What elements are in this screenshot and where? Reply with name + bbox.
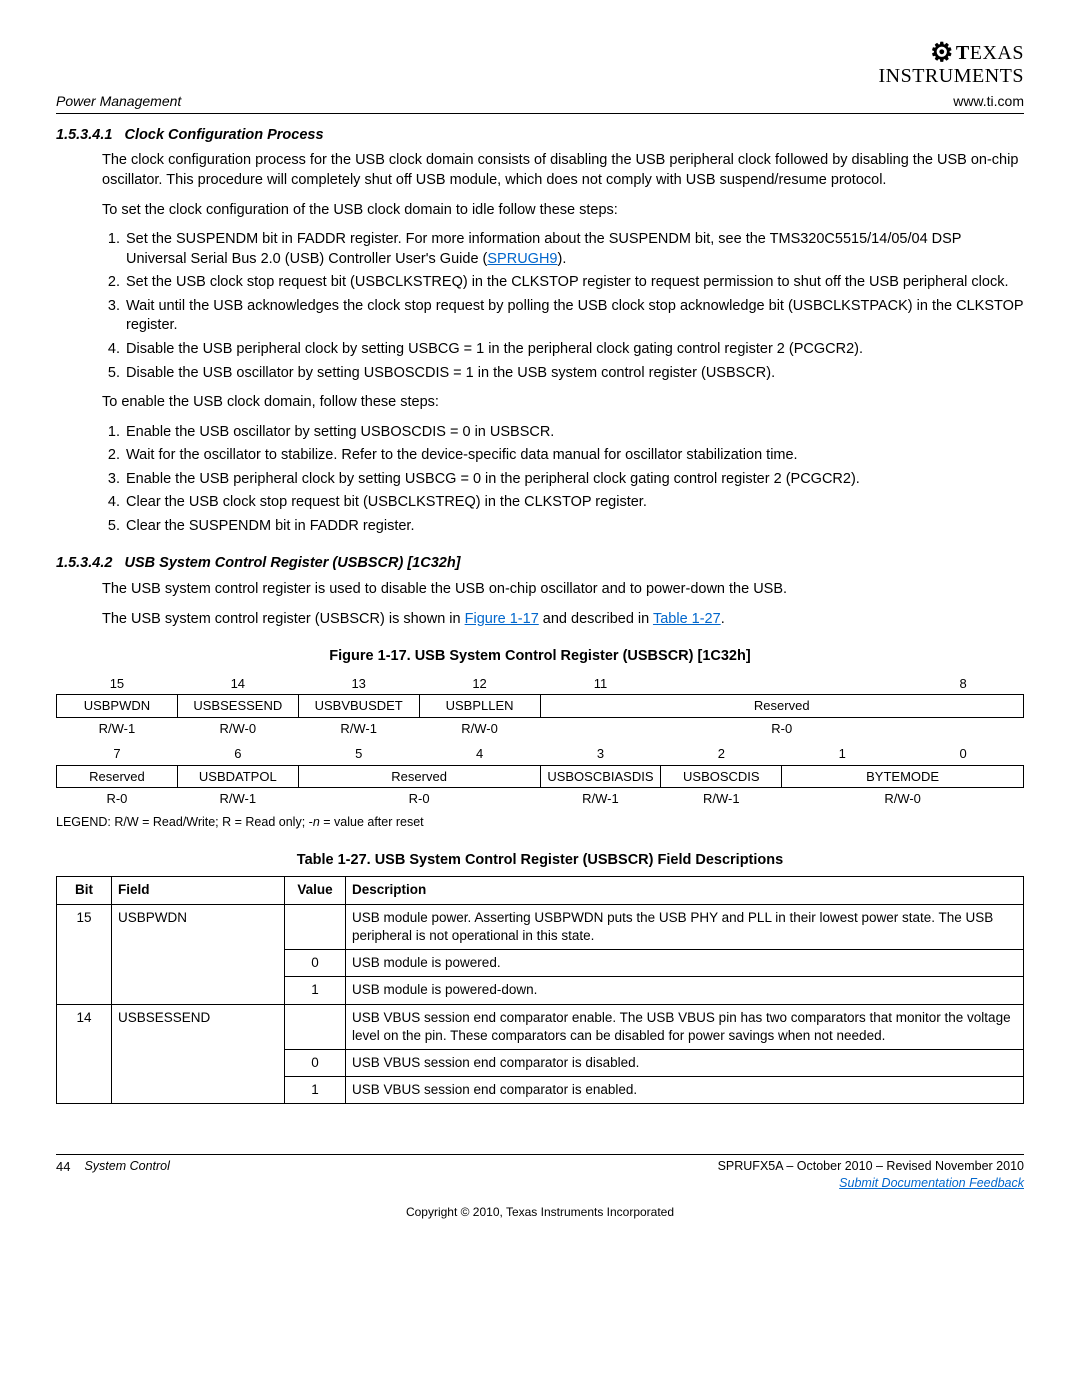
f-usbvbusdet: USBVBUSDET (298, 695, 419, 718)
logo-instruments: INSTRUMENTS (878, 66, 1024, 86)
section-heading-2: 1.5.3.4.2 USB System Control Register (U… (56, 554, 1024, 574)
footer-chapter: System Control (84, 1158, 169, 1176)
copyright: Copyright © 2010, Texas Instruments Inco… (56, 1204, 1024, 1220)
page-footer: 44 System Control SPRUFX5A – October 201… (56, 1154, 1024, 1192)
header-url: www.ti.com (953, 92, 1024, 111)
s1-e3: Enable the USB peripheral clock by setti… (124, 470, 1024, 490)
f-reserved-hi: Reserved (540, 695, 1024, 718)
sec1-num: 1.5.3.4.1 (56, 127, 112, 143)
figure-caption: Figure 1-17. USB System Control Register… (56, 647, 1024, 667)
table-caption: Table 1-27. USB System Control Register … (56, 851, 1024, 871)
feedback-link[interactable]: Submit Documentation Feedback (839, 1176, 1024, 1190)
sec1-title: Clock Configuration Process (125, 127, 324, 143)
f-usbpwdn: USBPWDN (57, 695, 178, 718)
s1-li5: Disable the USB oscillator by setting US… (124, 364, 1024, 384)
sprugh9-link[interactable]: SPRUGH9 (487, 251, 557, 267)
f-usbpllen: USBPLLEN (419, 695, 540, 718)
header-section: Power Management (56, 92, 181, 111)
s1-li3: Wait until the USB acknowledges the cloc… (124, 297, 1024, 336)
footer-docid: SPRUFX5A – October 2010 – Revised Novemb… (718, 1158, 1024, 1175)
sec2-title: USB System Control Register (USBSCR) [1C… (125, 555, 461, 571)
register-table-low: 7 6 5 4 3 2 1 0 Reserved USBDATPOL Reser… (56, 743, 1024, 810)
f-usboscbiasdis: USBOSCBIASDIS (540, 765, 661, 788)
page-number: 44 (56, 1158, 70, 1176)
s1-li2: Set the USB clock stop request bit (USBC… (124, 273, 1024, 293)
logo-block: ⚙TEXAS INSTRUMENTS (56, 40, 1024, 92)
sec2-num: 1.5.3.4.2 (56, 555, 112, 571)
ti-logo-icon: ⚙ (930, 40, 954, 66)
s1-li1: Set the SUSPENDM bit in FADDR register. … (124, 230, 1024, 269)
s1-disable-steps: Set the SUSPENDM bit in FADDR register. … (102, 230, 1024, 383)
register-legend: LEGEND: R/W = Read/Write; R = Read only;… (56, 814, 1024, 831)
s1-e1: Enable the USB oscillator by setting USB… (124, 423, 1024, 443)
th-bit: Bit (57, 877, 112, 904)
field-description-table: Bit Field Value Description 15 USBPWDN U… (56, 876, 1024, 1104)
s1-e2: Wait for the oscillator to stabilize. Re… (124, 446, 1024, 466)
s1-p2: To set the clock configuration of the US… (102, 201, 1024, 221)
f-bytemode: BYTEMODE (782, 765, 1024, 788)
s1-li4: Disable the USB peripheral clock by sett… (124, 340, 1024, 360)
table-row: 14 USBSESSEND USB VBUS session end compa… (57, 1004, 1024, 1049)
s1-e4: Clear the USB clock stop request bit (US… (124, 493, 1024, 513)
s1-e5: Clear the SUSPENDM bit in FADDR register… (124, 517, 1024, 537)
s1-enable-steps: Enable the USB oscillator by setting USB… (102, 423, 1024, 537)
s1-p3: To enable the USB clock domain, follow t… (102, 393, 1024, 413)
s2-p2: The USB system control register (USBSCR)… (102, 610, 1024, 630)
register-table-high: 15 14 13 12 11 8 USBPWDN USBSESSEND USBV… (56, 673, 1024, 740)
table-ref[interactable]: Table 1-27 (653, 611, 721, 627)
f-usbsessend: USBSESSEND (177, 695, 298, 718)
table-row: 15 USBPWDN USB module power. Asserting U… (57, 904, 1024, 949)
f-reserved-54: Reserved (298, 765, 540, 788)
s1-p1: The clock configuration process for the … (102, 151, 1024, 190)
s2-p1: The USB system control register is used … (102, 580, 1024, 600)
f-usboscdis: USBOSCDIS (661, 765, 782, 788)
th-value: Value (285, 877, 346, 904)
figure-ref[interactable]: Figure 1-17 (465, 611, 539, 627)
logo-t: T (956, 42, 970, 64)
page-header: Power Management www.ti.com (56, 92, 1024, 114)
th-field: Field (112, 877, 285, 904)
logo-exas: EXAS (970, 42, 1024, 64)
section-heading-1: 1.5.3.4.1 Clock Configuration Process (56, 126, 1024, 146)
th-desc: Description (346, 877, 1024, 904)
f-usbdatpol: USBDATPOL (177, 765, 298, 788)
f-reserved-7: Reserved (57, 765, 178, 788)
